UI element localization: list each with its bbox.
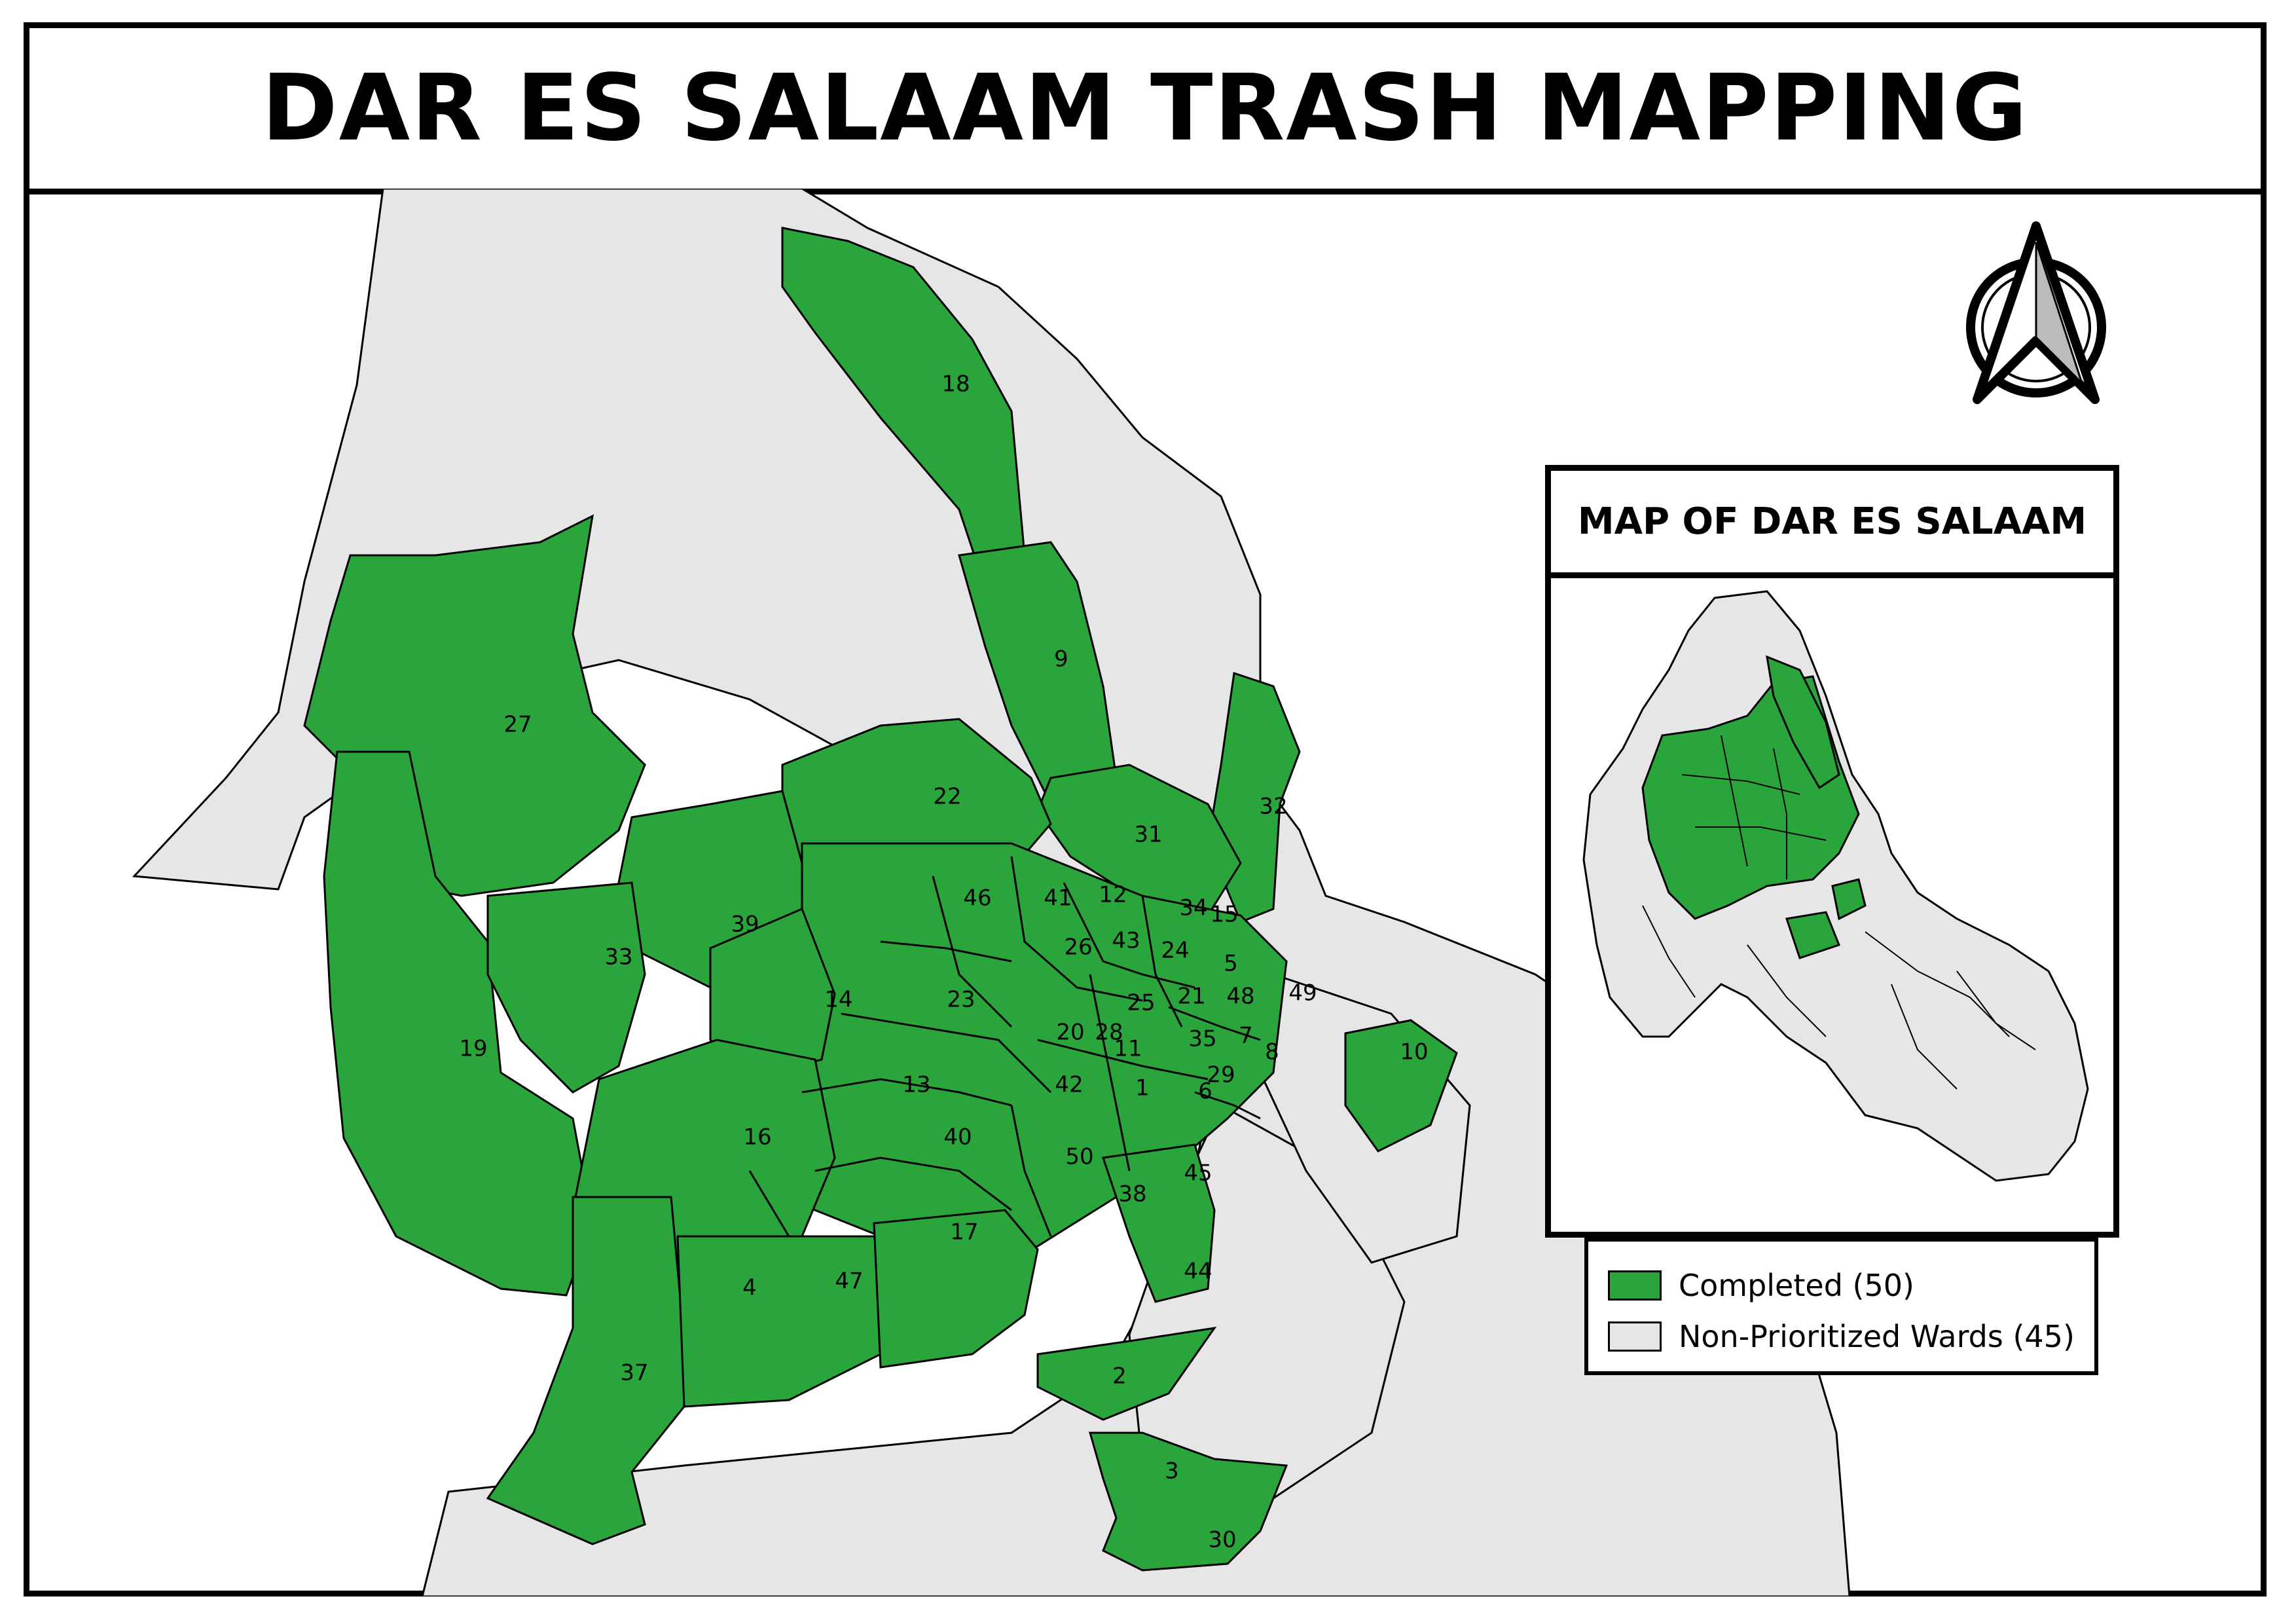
legend-label: Completed (50) — [1679, 1268, 1914, 1303]
ward-label: 13 — [902, 1072, 930, 1098]
completed-wards — [303, 227, 1458, 1572]
ward-label: 21 — [1177, 984, 1205, 1010]
ward-label: 1 — [1135, 1075, 1150, 1101]
ward-label: 14 — [824, 987, 852, 1013]
ward-label: 11 — [1114, 1036, 1142, 1062]
ward-label: 8 — [1265, 1039, 1279, 1065]
inset-map-panel: MAP OF DAR ES SALAAM — [1545, 465, 2119, 1238]
title-bar: DAR ES SALAAM TRASH MAPPING — [29, 28, 2261, 194]
ward-boundaries — [748, 856, 1261, 1237]
ward-2-area — [1036, 1326, 1217, 1421]
ward-label: 6 — [1198, 1079, 1212, 1105]
ward-17-area — [873, 1209, 1039, 1369]
legend: Completed (50) Non-Prioritized Wards (45… — [1584, 1238, 2098, 1375]
ward-label: 33 — [604, 944, 632, 970]
ward-label: 44 — [1184, 1259, 1212, 1285]
ward-label: 46 — [963, 885, 991, 912]
ward-label: 39 — [731, 912, 759, 938]
ward-label: 34 — [1179, 895, 1207, 921]
legend-item-completed: Completed (50) — [1608, 1260, 2094, 1311]
ward-label: 32 — [1259, 794, 1287, 820]
ward-label: 2 — [1112, 1363, 1127, 1390]
main-map: 1 2 3 4 5 6 7 8 9 10 11 12 13 14 15 16 1… — [132, 189, 1851, 1596]
ward-label: 25 — [1127, 990, 1155, 1016]
ward-label: 4 — [742, 1275, 757, 1301]
ward-label: 22 — [933, 784, 961, 810]
ward-label: 18 — [941, 371, 970, 397]
inset-map — [1582, 590, 2089, 1182]
ward-label: 45 — [1184, 1160, 1212, 1187]
ward-label: 50 — [1065, 1144, 1093, 1170]
ward-label: 26 — [1064, 934, 1092, 961]
ward-label: 17 — [950, 1219, 978, 1246]
ward-label: 9 — [1054, 646, 1068, 673]
ward-10-area — [1344, 1019, 1458, 1153]
ward-label: 38 — [1118, 1181, 1146, 1208]
ward-label: 29 — [1207, 1062, 1235, 1088]
ward-label: 35 — [1188, 1026, 1216, 1052]
ward-label: 7 — [1239, 1023, 1253, 1049]
ward-label: 24 — [1161, 938, 1189, 964]
ward-14-area — [709, 908, 836, 1080]
legend-label: Non-Prioritized Wards (45) — [1679, 1319, 2075, 1354]
ward-label: 16 — [743, 1124, 771, 1151]
inset-header: MAP OF DAR ES SALAAM — [1551, 471, 2113, 578]
ward-label: 41 — [1044, 885, 1072, 912]
ward-label: 15 — [1210, 902, 1238, 928]
ward-label: 19 — [459, 1036, 487, 1062]
ward-label: 40 — [943, 1124, 972, 1151]
inset-title: MAP OF DAR ES SALAAM — [1577, 500, 2087, 543]
ward-33-area — [486, 881, 646, 1094]
ward-label: 49 — [1288, 980, 1317, 1006]
north-arrow-icon — [1966, 221, 2106, 404]
ward-label: 12 — [1099, 882, 1127, 908]
ward-38-44-area — [1102, 1143, 1216, 1303]
legend-item-non-prioritized: Non-Prioritized Wards (45) — [1608, 1311, 2094, 1362]
ward-label: 37 — [620, 1360, 648, 1386]
map-title: DAR ES SALAAM TRASH MAPPING — [261, 55, 2029, 162]
ward-label: 20 — [1056, 1020, 1084, 1046]
non-prioritized-swatch — [1608, 1321, 1662, 1352]
ward-label: 10 — [1400, 1039, 1428, 1065]
ward-label: 42 — [1055, 1072, 1083, 1098]
ward-label: 5 — [1224, 951, 1238, 977]
ward-3-30-area — [1089, 1431, 1288, 1572]
ward-label: 31 — [1134, 822, 1162, 848]
completed-swatch — [1608, 1270, 1662, 1301]
ward-labels: 1 2 3 4 5 6 7 8 9 10 11 12 13 14 15 16 1… — [459, 371, 1428, 1553]
ward-label: 3 — [1165, 1458, 1179, 1485]
ward-4-47-area — [676, 1235, 882, 1408]
ward-label: 47 — [835, 1268, 863, 1295]
ward-label: 30 — [1208, 1527, 1236, 1553]
ward-label: 48 — [1226, 984, 1254, 1010]
ward-label: 23 — [947, 987, 975, 1013]
ward-label: 27 — [503, 712, 532, 738]
ward-label: 28 — [1095, 1020, 1123, 1046]
ward-label: 43 — [1112, 928, 1140, 954]
